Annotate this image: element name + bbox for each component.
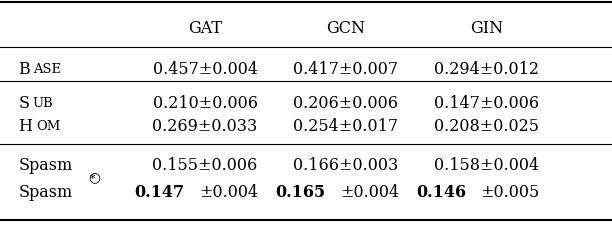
Text: UB: UB: [32, 97, 53, 110]
Text: 0.165: 0.165: [275, 183, 326, 200]
Text: Spasm: Spasm: [18, 183, 73, 200]
Text: 0.158±0.004: 0.158±0.004: [434, 156, 539, 173]
Text: OM: OM: [37, 119, 61, 133]
Text: Spasm: Spasm: [18, 156, 73, 173]
Text: 0.457±0.004: 0.457±0.004: [152, 61, 258, 78]
Text: GAT: GAT: [188, 20, 222, 37]
Text: H: H: [18, 118, 32, 134]
Text: 0.254±0.017: 0.254±0.017: [293, 118, 398, 134]
Text: 0.147±0.006: 0.147±0.006: [434, 95, 539, 112]
Text: 0.206±0.006: 0.206±0.006: [293, 95, 398, 112]
Text: GCN: GCN: [326, 20, 365, 37]
Text: 0.417±0.007: 0.417±0.007: [293, 61, 398, 78]
Text: ±0.004: ±0.004: [340, 183, 399, 200]
Text: ∗: ∗: [88, 171, 96, 181]
Text: B: B: [18, 61, 30, 78]
Text: ○: ○: [88, 169, 100, 183]
Text: 0.269±0.033: 0.269±0.033: [152, 118, 258, 134]
Text: ASE: ASE: [34, 63, 62, 76]
Text: 0.146: 0.146: [416, 183, 466, 200]
Text: ±0.005: ±0.005: [480, 183, 540, 200]
Text: S: S: [18, 95, 29, 112]
Text: 0.210±0.006: 0.210±0.006: [152, 95, 258, 112]
Text: 0.147: 0.147: [135, 183, 185, 200]
Text: 0.294±0.012: 0.294±0.012: [434, 61, 539, 78]
Text: GIN: GIN: [470, 20, 503, 37]
Text: 0.155±0.006: 0.155±0.006: [152, 156, 258, 173]
Text: 0.208±0.025: 0.208±0.025: [434, 118, 539, 134]
Text: ±0.004: ±0.004: [200, 183, 258, 200]
Text: 0.166±0.003: 0.166±0.003: [293, 156, 398, 173]
